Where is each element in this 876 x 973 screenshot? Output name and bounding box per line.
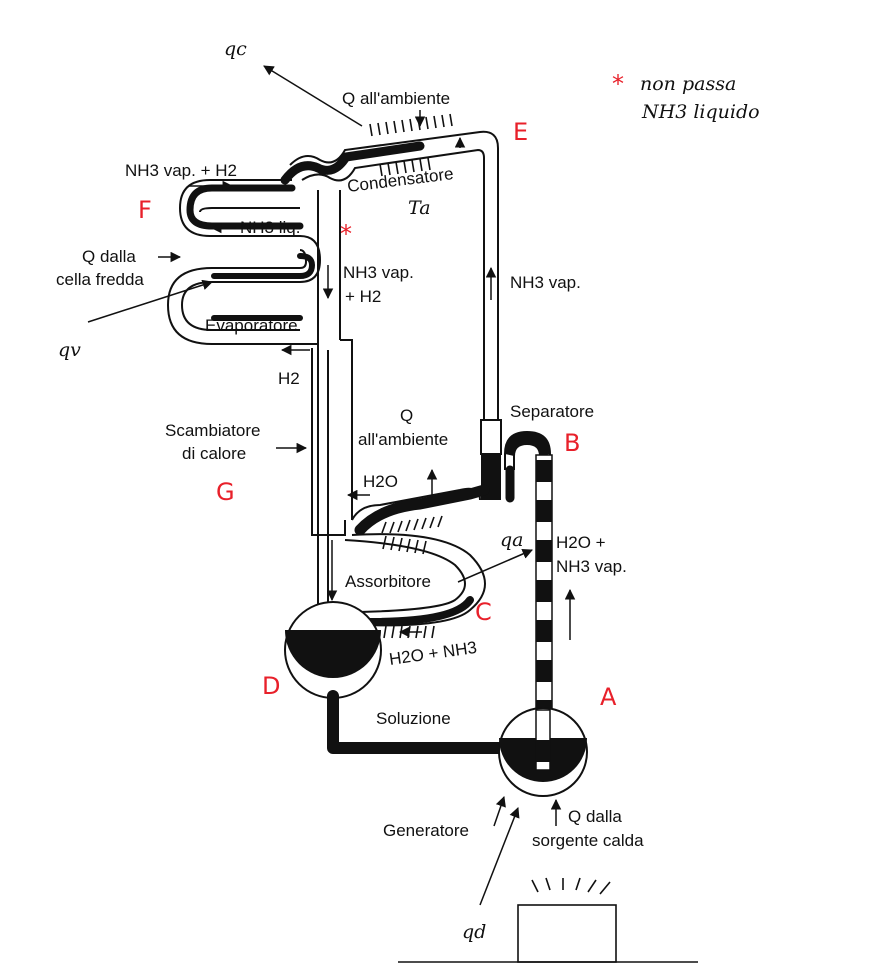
central-pipes <box>280 190 353 612</box>
point-f: F <box>138 196 152 224</box>
note-star: * <box>612 70 624 98</box>
condenser-label: Condensatore <box>346 164 454 196</box>
h2o-nh3-vap-label-2: NH3 vap. <box>556 557 627 576</box>
point-d: D <box>262 672 280 700</box>
q-cold-label-1: Q dalla <box>82 247 136 266</box>
q-hot-label-1: Q dalla <box>568 807 622 826</box>
heat-exchanger-label-1: Scambiatore <box>165 421 260 440</box>
solution-reservoir <box>284 601 382 699</box>
generator-label: Generatore <box>383 821 469 840</box>
point-b: B <box>564 429 580 457</box>
h2o-label: H2O <box>363 472 398 491</box>
h2-label: H2 <box>278 369 300 388</box>
absorber-label: Assorbitore <box>345 572 431 591</box>
condenser <box>280 110 499 420</box>
q-ambient-mid-label-1: Q <box>400 406 413 425</box>
qc-handwritten: qc <box>224 38 247 60</box>
heat-source <box>398 877 698 963</box>
qa-handwritten: qa <box>500 529 524 551</box>
solution-label: Soluzione <box>376 709 451 728</box>
absorber <box>337 468 490 639</box>
point-a: A <box>600 683 617 711</box>
ta-handwritten: Ta <box>408 197 431 219</box>
note-line-1: non passa <box>640 73 736 95</box>
point-g: G <box>216 478 235 506</box>
heat-exchanger-label-2: di calore <box>182 444 246 463</box>
nh3-vap-h2-top-label: NH3 vap. + H2 <box>125 161 237 180</box>
generator <box>493 707 588 827</box>
separator-label: Separatore <box>510 402 594 421</box>
h2o-nh3-vap-label-1: H2O + <box>556 533 606 552</box>
solution-pipe <box>327 690 511 754</box>
nh3-vap-h2-mid-label-2: + H2 <box>345 287 381 306</box>
q-hot-label-2: sorgente calda <box>532 831 644 850</box>
q-cold-label-2: cella fredda <box>56 270 144 289</box>
q-ambient-top-label: Q all'ambiente <box>342 89 450 108</box>
point-c: C <box>475 598 492 626</box>
nh3-vap-h2-mid-label-1: NH3 vap. <box>343 263 414 282</box>
nh3-vap-right-label: NH3 vap. <box>510 273 581 292</box>
separator <box>480 419 551 750</box>
star-marker: * <box>340 220 352 248</box>
qv-handwritten: qv <box>58 339 81 361</box>
q-ambient-mid-label-2: all'ambiente <box>358 430 448 449</box>
h2o-nh3-label: H2O + NH3 <box>388 638 478 669</box>
point-e: E <box>513 118 528 146</box>
note-line-2: NH3 liquido <box>641 101 760 123</box>
qd-handwritten: qd <box>462 921 486 943</box>
evaporator-label: Evaporatore <box>205 316 298 335</box>
nh3-liq-label: NH3 liq. <box>240 218 300 237</box>
